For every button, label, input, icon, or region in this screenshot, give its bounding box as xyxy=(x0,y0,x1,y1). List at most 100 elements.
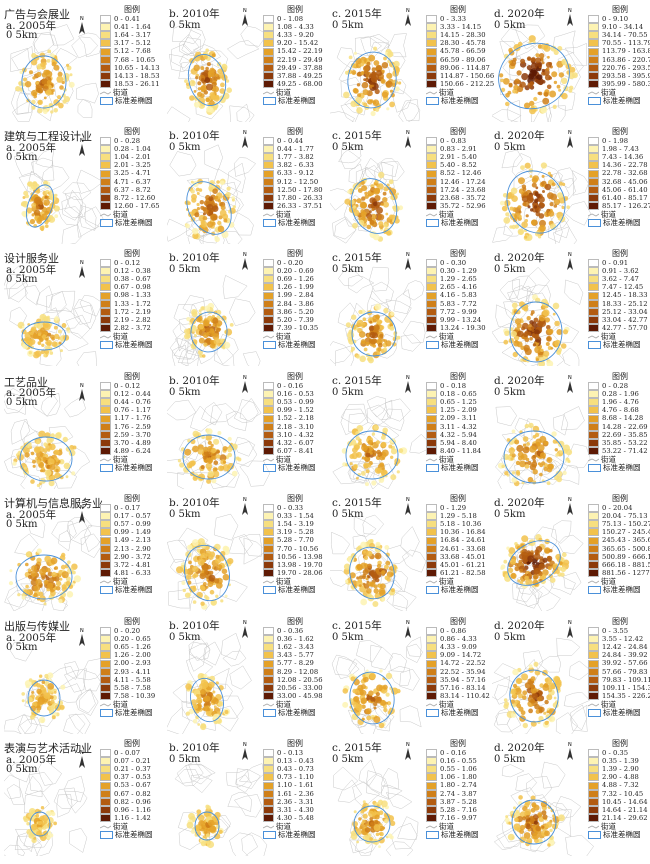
density-cell xyxy=(522,436,529,442)
density-cell xyxy=(521,554,528,561)
density-cell xyxy=(36,830,42,837)
density-cell xyxy=(36,439,41,445)
legend-title: 图例 xyxy=(124,494,140,503)
density-cell xyxy=(349,462,353,466)
ellipse-swatch-icon xyxy=(263,831,276,840)
street-boundary xyxy=(213,513,239,541)
street-boundary xyxy=(562,347,580,366)
map-panel: a. 2005年 0 5km N 图例 0 - 0.12 0.12 - 0.44 0.44 … xyxy=(4,371,164,489)
legend-item: 9.99 - 13.24 xyxy=(426,316,490,324)
density-cell xyxy=(205,48,209,53)
legend-item: 500.89 - 666.18 xyxy=(588,553,650,561)
legend-swatch xyxy=(426,651,437,660)
density-cell xyxy=(33,211,37,215)
street-boundary xyxy=(366,290,390,317)
density-cell xyxy=(356,83,361,87)
legend-range: 42.77 - 57.70 xyxy=(602,323,648,332)
density-cell xyxy=(21,210,27,217)
svg-text:N: N xyxy=(80,750,84,756)
street-line-icon xyxy=(100,703,111,707)
density-cell xyxy=(551,182,556,187)
density-cell xyxy=(537,44,543,49)
map-panel: d. 2020年 0 5km N 图例 0 - 9.10 9.10 - 34.14 34.1… xyxy=(492,4,650,122)
street-boundary xyxy=(11,99,33,122)
density-cell xyxy=(519,829,524,834)
density-cell xyxy=(520,345,525,350)
map-panel: b. 2010年 0 5km N 图例 0 - 0.20 0.20 - 0.69 0.69 … xyxy=(167,248,327,366)
svg-text:N: N xyxy=(406,742,410,748)
street-boundary xyxy=(167,399,197,421)
density-cell xyxy=(18,81,23,86)
density-cell xyxy=(366,224,372,230)
density-cell xyxy=(552,302,560,310)
street-boundary xyxy=(9,278,28,303)
density-cell xyxy=(199,354,203,358)
legend-ellipse: 标准差椭圆 xyxy=(588,340,650,350)
density-cell xyxy=(372,344,376,348)
density-cell xyxy=(550,346,554,350)
density-cell xyxy=(530,684,536,690)
density-cell xyxy=(531,182,537,188)
legend-ellipse: 标准差椭圆 xyxy=(263,340,327,350)
legend-range: 365.65 - 500.89 xyxy=(602,544,650,553)
legend-range: 5.28 - 7.70 xyxy=(277,536,314,545)
legend-range: 0.16 - 0.53 xyxy=(277,390,314,399)
density-cell xyxy=(217,220,222,226)
density-cell xyxy=(57,95,61,100)
legend-swatch xyxy=(263,765,274,774)
legend-range: 12.46 - 17.24 xyxy=(440,177,486,186)
legend: 图例 0 - 3.55 3.55 - 12.42 12.42 - 24.84 24.84… xyxy=(588,617,650,718)
street-boundary xyxy=(167,539,189,563)
legend-item: 8.52 - 12.46 xyxy=(426,169,490,178)
street-boundary xyxy=(371,399,393,421)
svg-text:N: N xyxy=(406,130,410,136)
legend-swatch xyxy=(588,512,599,521)
legend-item: 5.28 - 7.70 xyxy=(263,536,327,545)
legend-range: 7.47 - 12.45 xyxy=(602,283,644,292)
legend-street: 街道 xyxy=(426,700,490,709)
legend-range: 37.88 - 49.25 xyxy=(277,71,323,80)
map-panel: d. 2020年 0 5km N 图例 0 - 20.04 20.04 - 75.13 75… xyxy=(492,493,650,611)
legend-street: 街道 xyxy=(588,210,650,219)
legend-item: 10.56 - 13.98 xyxy=(263,553,327,561)
density-cell xyxy=(531,693,538,699)
density-cell xyxy=(71,563,78,570)
legend: 图例 0 - 0.12 0.12 - 0.38 0.38 - 0.67 0.67 - 0… xyxy=(100,249,164,350)
street-boundary xyxy=(206,468,236,489)
street-boundary xyxy=(14,533,39,556)
legend-title: 图例 xyxy=(287,494,303,503)
street-boundary xyxy=(553,414,569,436)
legend-item: 1.76 - 2.59 xyxy=(100,423,164,431)
density-cell xyxy=(216,450,220,454)
legend-range: 7.70 - 10.56 xyxy=(277,544,319,553)
legend-title: 图例 xyxy=(450,249,466,258)
legend-range: 8.52 - 12.46 xyxy=(440,169,482,178)
legend-swatch xyxy=(100,307,111,316)
density-cell xyxy=(188,560,192,565)
legend-swatch xyxy=(263,552,274,561)
density-cell xyxy=(367,216,373,222)
density-cell xyxy=(191,311,198,318)
legend-item: 4.32 - 5.94 xyxy=(426,431,490,439)
density-cell xyxy=(398,448,404,454)
legend-swatch xyxy=(263,79,274,88)
density-cell xyxy=(219,454,227,462)
density-cell xyxy=(376,69,383,77)
density-cell xyxy=(355,96,362,104)
street-boundary xyxy=(29,386,59,417)
legend-range: 0.20 - 0.69 xyxy=(277,267,314,276)
legend-range: 0 - 0.36 xyxy=(277,627,304,636)
street-boundary xyxy=(167,706,190,734)
density-cell xyxy=(374,552,382,560)
density-cell xyxy=(523,832,531,839)
density-cell xyxy=(520,710,526,716)
street-boundary xyxy=(406,643,423,663)
density-cell xyxy=(73,575,81,583)
legend-item: 4.71 - 6.37 xyxy=(100,178,164,186)
street-boundary xyxy=(538,655,562,673)
legend-item: 0.28 - 1.96 xyxy=(588,390,650,399)
density-cell xyxy=(356,107,363,114)
legend-range: 2.84 - 3.86 xyxy=(277,299,314,308)
legend-swatch xyxy=(100,813,111,822)
legend-range: 154.35 - 226.20 xyxy=(602,691,650,700)
